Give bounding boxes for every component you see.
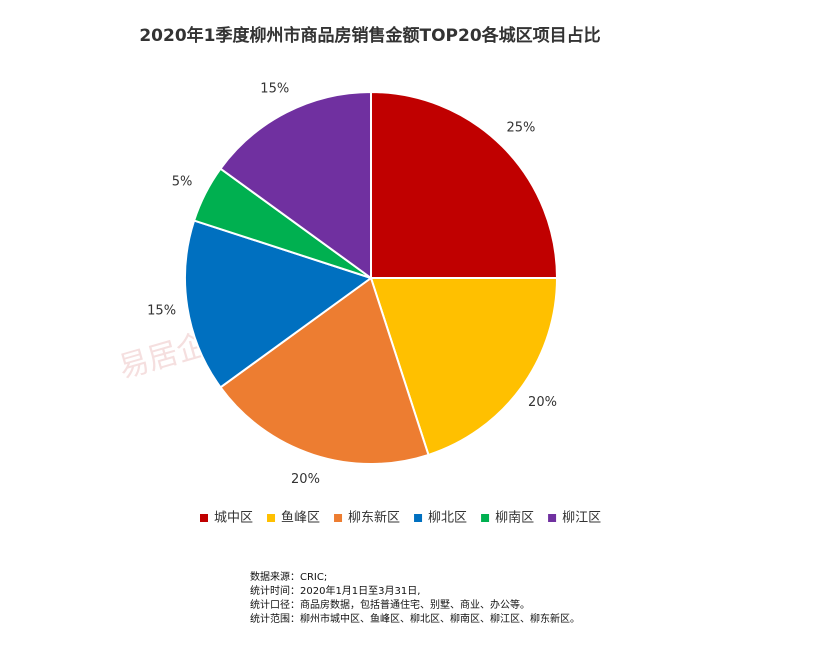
legend-label: 城中区 — [214, 511, 253, 526]
pie-slice — [370, 90, 559, 279]
legend-swatch — [267, 514, 276, 522]
legend-swatch — [481, 514, 490, 522]
footnote: 统计口径：商品房数据，包括普通住宅、别墅、商业、办公等。 — [250, 598, 530, 611]
chart-title: 2020年1季度柳州市商品房销售金额TOP20各城区项目占比 — [139, 25, 600, 46]
data-label: 15% — [260, 82, 289, 97]
pie-slice — [219, 276, 430, 465]
legend-label: 柳江区 — [562, 511, 601, 526]
legend-label: 柳南区 — [495, 510, 534, 526]
pie-slice — [369, 277, 559, 457]
data-label: 15% — [147, 304, 176, 319]
data-label: 20% — [291, 472, 320, 487]
footnote: 数据来源：CRIC; — [250, 570, 327, 583]
legend-swatch — [548, 514, 557, 522]
legend-label: 柳北区 — [428, 511, 467, 526]
legend-swatch — [414, 514, 423, 522]
data-label: 20% — [528, 395, 557, 410]
data-label: 25% — [506, 121, 535, 136]
footnote: 统计时间：2020年1月1日至3月31日, — [250, 584, 420, 597]
legend-swatch — [334, 514, 343, 522]
footnote: 统计范围：柳州市城中区、鱼峰区、柳北区、柳南区、柳江区、柳东新区。 — [250, 612, 580, 625]
data-label: 5% — [172, 174, 193, 189]
legend-label: 柳东新区 — [348, 510, 400, 526]
legend-label: 鱼峰区 — [281, 510, 320, 526]
legend-swatch — [200, 514, 208, 522]
pie-slice — [184, 219, 374, 389]
pie-slice — [219, 90, 372, 280]
